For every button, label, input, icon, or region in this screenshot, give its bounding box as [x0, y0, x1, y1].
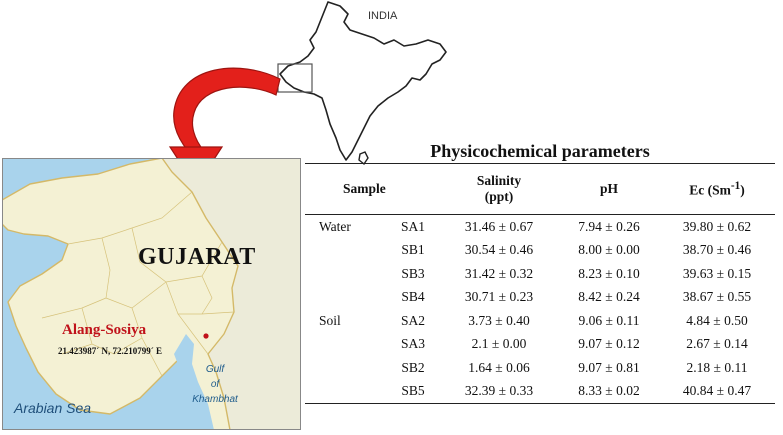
ec-cell: 38.67 ± 0.55 — [682, 289, 752, 305]
ph-cell: 8.23 ± 0.10 — [578, 265, 640, 281]
salinity-cell: 30.54 ± 0.46 — [464, 242, 534, 258]
india-label: INDIA — [368, 10, 398, 22]
header-ec-sup: -1 — [730, 179, 741, 192]
sample-id-cell: SB1 — [401, 242, 425, 258]
ph-cell: 8.42 ± 0.24 — [578, 289, 640, 305]
sample-id-cell: SA3 — [400, 336, 425, 352]
table-row: Soil SA2 3.73 ± 0.40 9.06 ± 0.11 4.84 ± … — [305, 309, 775, 333]
gulf-of-khambhat — [174, 334, 214, 430]
header-ec: Ec (Sm-1) — [659, 164, 775, 215]
ph-cell: 9.07 ± 0.12 — [578, 336, 640, 352]
sample-id-cell: SB3 — [401, 265, 425, 281]
sample-type-cell: Soil — [319, 312, 341, 328]
sample-type-cell — [305, 380, 387, 404]
site-coordinates-label: 21.423987ˊ N, 72.210799ˊ E — [58, 346, 162, 356]
salinity-cell: 3.73 ± 0.40 — [468, 312, 530, 328]
table-row: SB5 32.39 ± 0.33 8.33 ± 0.02 40.84 ± 0.4… — [305, 380, 775, 404]
site-name-label: Alang-Sosiya — [62, 322, 147, 338]
ec-cell: 4.84 ± 0.50 — [686, 312, 748, 328]
sample-id-cell: SB4 — [401, 289, 425, 305]
sample-id-cell: SB5 — [401, 383, 425, 399]
ec-cell: 39.80 ± 0.62 — [682, 218, 752, 234]
gulf-label-line: Gulf — [205, 364, 225, 375]
ph-cell: 9.07 ± 0.81 — [578, 359, 640, 375]
salinity-cell: 30.71 ± 0.23 — [464, 289, 534, 305]
gulf-label-line: Khambhat — [192, 394, 238, 405]
ec-cell: 2.18 ± 0.11 — [686, 359, 748, 375]
table-row: SB3 31.42 ± 0.32 8.23 ± 0.10 39.63 ± 0.1… — [305, 262, 775, 286]
header-ec-prefix: Ec (Sm — [689, 182, 731, 198]
district-lines — [41, 191, 235, 377]
header-salinity: Salinity (ppt) — [439, 164, 559, 215]
header-sample: Sample — [343, 181, 386, 196]
sample-type-cell — [305, 356, 387, 380]
sample-id-cell: SA2 — [400, 312, 425, 328]
sample-type-cell — [305, 239, 387, 263]
neighbour-land — [162, 158, 301, 430]
ph-cell: 9.06 ± 0.11 — [578, 312, 640, 328]
table-row: SB1 30.54 ± 0.46 8.00 ± 0.00 38.70 ± 0.4… — [305, 239, 775, 263]
ph-cell: 8.00 ± 0.00 — [578, 242, 640, 258]
table-header-row: Sample Salinity (ppt) pH Ec (Sm-1) — [305, 163, 775, 215]
header-ec-suffix: ) — [740, 182, 745, 198]
salinity-cell: 1.64 ± 0.06 — [468, 359, 530, 375]
ec-cell: 2.67 ± 0.14 — [686, 336, 748, 352]
sample-type-cell: Water — [319, 218, 351, 234]
gujarat-map — [2, 158, 301, 430]
header-salinity-line: Salinity — [476, 173, 522, 188]
sample-type-cell — [305, 333, 387, 357]
sample-id-cell: SA1 — [400, 218, 425, 234]
table-row: SB4 30.71 ± 0.23 8.42 ± 0.24 38.67 ± 0.5… — [305, 286, 775, 310]
sample-id-cell: SB2 — [401, 359, 425, 375]
salinity-cell: 2.1 ± 0.00 — [471, 336, 527, 352]
salinity-cell: 31.42 ± 0.32 — [464, 265, 534, 281]
sample-type-cell — [305, 286, 387, 310]
table-title: Physicochemical parameters — [430, 141, 650, 161]
india-outline — [279, 1, 447, 161]
header-ph: pH — [599, 181, 618, 196]
ec-cell: 39.63 ± 0.15 — [682, 265, 752, 281]
ec-cell: 38.70 ± 0.46 — [682, 242, 752, 258]
sea-label: Arabian Sea — [14, 400, 92, 416]
header-salinity-line: (ppt) — [484, 189, 514, 204]
sri-lanka-outline — [358, 151, 369, 165]
gujarat-map-frame — [2, 158, 301, 430]
table-row: SB2 1.64 ± 0.06 9.07 ± 0.81 2.18 ± 0.11 — [305, 356, 775, 380]
physicochemical-table: Sample Salinity (ppt) pH Ec (Sm-1) Water… — [305, 163, 775, 404]
ec-cell: 40.84 ± 0.47 — [682, 383, 752, 399]
ph-cell: 7.94 ± 0.26 — [578, 218, 640, 234]
salinity-cell: 31.46 ± 0.67 — [464, 218, 534, 234]
salinity-cell: 32.39 ± 0.33 — [464, 383, 534, 399]
sample-type-cell — [305, 262, 387, 286]
gulf-label: Gulf of Khambhat — [188, 362, 242, 407]
site-marker — [203, 333, 209, 339]
gulf-label-line: of — [210, 379, 220, 390]
table-row: Water SA1 31.46 ± 0.67 7.94 ± 0.26 39.80… — [305, 215, 775, 239]
state-label: GUJARAT — [138, 244, 256, 270]
ph-cell: 8.33 ± 0.02 — [578, 383, 640, 399]
table-row: SA3 2.1 ± 0.00 9.07 ± 0.12 2.67 ± 0.14 — [305, 333, 775, 357]
